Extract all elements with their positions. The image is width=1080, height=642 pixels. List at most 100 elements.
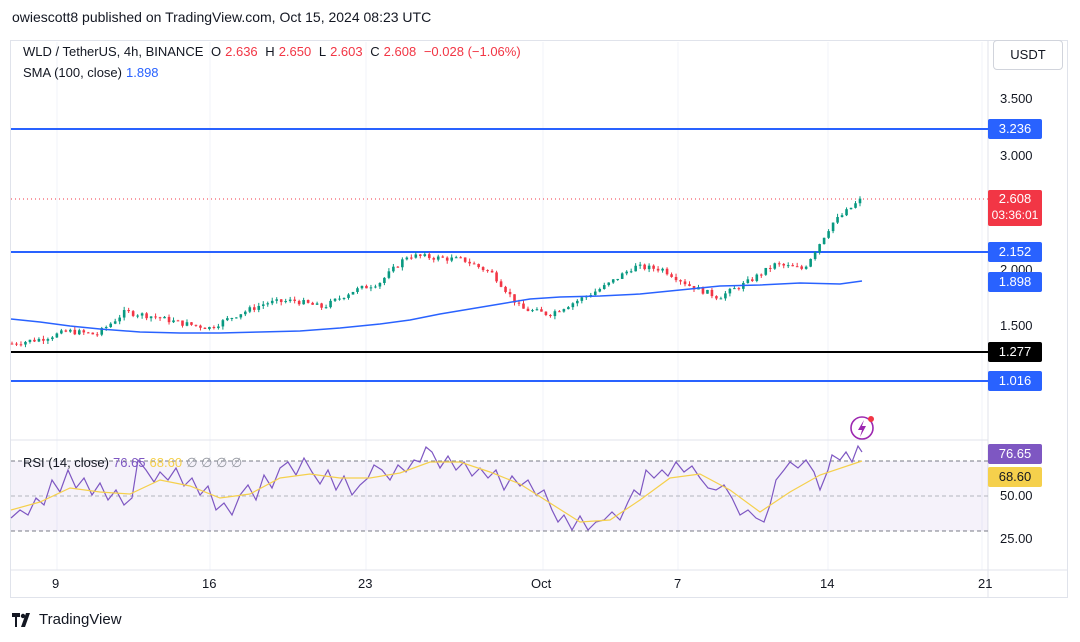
candle-body <box>118 317 121 322</box>
candle-body <box>567 307 570 310</box>
candle-body <box>333 298 337 301</box>
rsi-ma-value: 68.60 <box>149 455 183 470</box>
candle-body <box>122 310 126 318</box>
candle-body <box>401 259 404 268</box>
level-tag-3236: 3.236 <box>988 119 1042 139</box>
rsi-tag: 76.65 <box>988 444 1042 464</box>
candle-body <box>540 309 543 312</box>
currency-button[interactable]: USDT <box>993 40 1063 70</box>
candle-body <box>275 299 279 301</box>
candle-body <box>625 271 628 274</box>
candle-body <box>136 315 139 317</box>
candle-body <box>670 274 673 277</box>
candle-body <box>100 328 104 335</box>
sma-line <box>10 280 863 334</box>
footer-brand[interactable]: TradingView <box>12 611 122 628</box>
candle-body <box>836 217 839 223</box>
rsi-ma-tag: 68.60 <box>988 467 1042 487</box>
candle-body <box>86 332 90 334</box>
candle-body <box>127 310 130 312</box>
candle-body <box>854 203 857 208</box>
candle-body <box>647 265 651 270</box>
candle-body <box>809 258 812 267</box>
candle-body <box>553 311 557 317</box>
symbol-name: WLD / TetherUS, 4h, BINANCE <box>23 44 204 59</box>
candle-body <box>78 330 81 335</box>
candle-body <box>427 254 431 259</box>
change-value: −0.028 (−1.06%) <box>423 44 521 59</box>
candle-body <box>454 257 458 259</box>
time-tick: 21 <box>978 576 993 591</box>
candle-body <box>217 326 220 329</box>
candle-body <box>710 289 714 297</box>
candle-body <box>804 266 808 269</box>
time-tick: 16 <box>202 576 217 591</box>
candle-body <box>365 285 368 289</box>
candle-body <box>436 256 440 260</box>
candle-body <box>813 252 817 259</box>
candle-body <box>244 311 247 315</box>
candle-body <box>279 299 283 303</box>
candle-body <box>706 289 709 294</box>
candle-body <box>822 237 826 245</box>
candle-body <box>356 288 359 292</box>
candle-body <box>374 286 377 288</box>
candle-body <box>782 263 786 266</box>
candle-body <box>629 271 633 273</box>
candle-body <box>172 320 175 323</box>
candle-body <box>827 231 830 238</box>
candle-body <box>593 291 597 296</box>
candle-body <box>746 279 750 283</box>
candle-body <box>795 266 799 268</box>
candle-body <box>679 280 682 282</box>
candle-body <box>190 322 193 325</box>
candle-body <box>638 264 642 266</box>
candle-body <box>46 339 50 341</box>
candle-body <box>692 285 696 290</box>
level-tag-1277: 1.277 <box>988 342 1042 362</box>
candle-body <box>154 316 157 318</box>
publisher-line: owiescott8 published on TradingView.com,… <box>12 9 432 25</box>
candle-body <box>652 265 655 269</box>
sma-value: 1.898 <box>126 65 159 80</box>
candle-body <box>369 287 373 289</box>
candle-body <box>508 291 512 295</box>
candle-body <box>252 307 256 310</box>
candle-body <box>387 271 391 278</box>
candle-body <box>320 303 323 308</box>
candle-body <box>728 288 732 294</box>
candle-body <box>158 317 162 319</box>
candle-body <box>261 304 265 306</box>
candle-body <box>10 343 14 345</box>
candle-body <box>383 277 386 284</box>
candle-body <box>257 305 261 310</box>
close-value: 2.608 <box>383 44 417 59</box>
candle-body <box>737 288 741 290</box>
candle-body <box>800 266 803 269</box>
candle-body <box>768 267 772 269</box>
candle-body <box>149 316 153 319</box>
low-value: 2.603 <box>330 44 363 59</box>
candle-body <box>481 267 485 271</box>
candle-body <box>495 272 498 282</box>
last-price-tag: 2.608 03:36:01 <box>988 190 1042 226</box>
candle-body <box>194 324 198 326</box>
candle-body <box>208 326 211 330</box>
candle-body <box>109 323 113 328</box>
candle-body <box>199 325 202 328</box>
price-tick: 1.500 <box>1000 318 1033 333</box>
candle-body <box>239 314 243 318</box>
candle-body <box>715 296 718 299</box>
candle-body <box>656 268 660 271</box>
candle-body <box>786 265 790 267</box>
candle-body <box>840 215 844 218</box>
candle-body <box>701 287 705 294</box>
candle-body <box>571 303 575 308</box>
candle-body <box>360 285 364 289</box>
rsi-tick: 25.00 <box>1000 531 1033 546</box>
chart-frame <box>10 40 1068 598</box>
candle-body <box>19 344 23 346</box>
candle-body <box>620 273 624 279</box>
candle-body <box>535 309 539 311</box>
